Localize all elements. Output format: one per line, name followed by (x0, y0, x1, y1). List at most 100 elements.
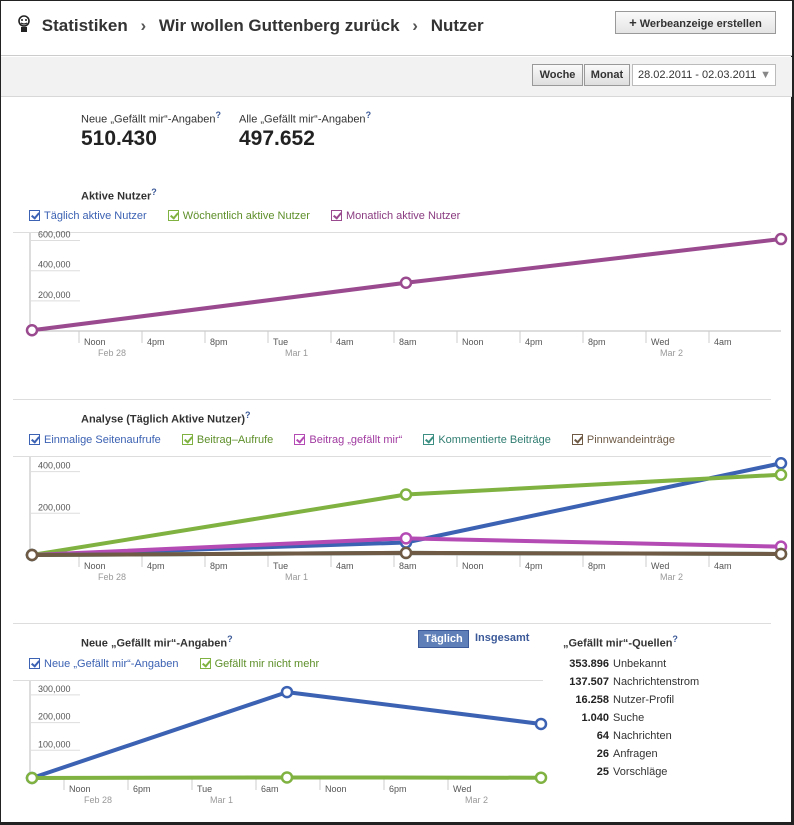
x-date-label: Feb 28 (84, 795, 112, 805)
divider (13, 232, 771, 233)
help-icon[interactable]: ? (245, 410, 251, 420)
x-tick-label: 8pm (210, 561, 228, 571)
x-tick-label: Wed (651, 337, 669, 347)
week-button[interactable]: Woche (532, 64, 583, 86)
breadcrumb-page[interactable]: Wir wollen Guttenberg zurück (158, 16, 400, 35)
header: Statistiken › Wir wollen Guttenberg zurü… (1, 1, 792, 56)
checkbox-checked-icon[interactable] (571, 434, 583, 445)
x-tick-label: 8pm (588, 337, 606, 347)
x-tick-label: Noon (84, 561, 106, 571)
list-item: 16.258 Nutzer-Profil (575, 694, 675, 706)
y-tick-label: 200,000 (38, 502, 71, 512)
checkbox-checked-icon[interactable] (423, 434, 435, 445)
metric-all-likes-label: Alle „Gefällt mir“-Angaben? (239, 110, 372, 126)
breadcrumb-current: Nutzer (430, 16, 484, 35)
data-point (774, 232, 788, 246)
checkbox-checked-icon[interactable] (294, 434, 306, 445)
checkbox-checked-icon[interactable] (29, 658, 40, 669)
legend-unique-views[interactable]: Einmalige Seitenaufrufe (29, 434, 161, 446)
data-point (25, 771, 39, 785)
x-tick-label: 4pm (525, 561, 543, 571)
data-point (399, 488, 413, 501)
legend-monthly-active[interactable]: Monatlich aktive Nutzer (331, 210, 460, 222)
like-sources-list: 353.896 Unbekannt 137.507 Nachrichtenstrom… (561, 658, 781, 784)
x-date-label: Feb 28 (98, 348, 126, 358)
plus-icon: + (629, 15, 637, 30)
help-icon[interactable]: ? (672, 634, 678, 644)
y-tick-label: 200,000 (38, 290, 71, 300)
new-likes-title: Neue „Gefällt mir“-Angaben? (81, 634, 233, 650)
x-tick-label: 8am (399, 337, 417, 347)
metric-new-likes-value: 510.430 (81, 127, 157, 150)
breadcrumb-statistics[interactable]: Statistiken (41, 16, 128, 35)
breadcrumb-separator-icon: › (140, 16, 147, 35)
date-toolbar: Woche Monat 28.02.2011 - 02.03.2011 ▼ (1, 57, 792, 97)
x-tick-label: 4pm (147, 561, 165, 571)
x-tick-label: Noon (462, 337, 484, 347)
legend-post-likes[interactable]: Beitrag „gefällt mir“ (294, 434, 402, 446)
legend-wall-posts[interactable]: Pinnwandeinträge (571, 434, 675, 446)
help-icon[interactable]: ? (227, 634, 233, 644)
data-point (774, 457, 788, 470)
y-tick-label: 100,000 (38, 739, 71, 749)
x-date-label: Mar 1 (210, 795, 233, 805)
help-icon[interactable]: ? (365, 110, 372, 120)
checkbox-checked-icon[interactable] (167, 210, 179, 221)
list-item: 64 Nachrichten (596, 730, 672, 742)
data-point (534, 771, 548, 784)
legend-post-views[interactable]: Beitrag–Aufrufe (181, 434, 273, 446)
tab-total[interactable]: Insgesamt (475, 632, 530, 644)
breadcrumb: Statistiken › Wir wollen Guttenberg zurü… (17, 13, 484, 36)
create-ad-button[interactable]: + Werbeanzeige erstellen (615, 11, 776, 34)
dropdown-arrow-icon: ▼ (758, 65, 771, 85)
list-item: 137.507 Nachrichtenstrom (569, 676, 700, 688)
x-date-label: Feb 28 (98, 572, 126, 582)
checkbox-checked-icon[interactable] (29, 210, 40, 221)
y-tick-label: 600,000 (38, 230, 71, 240)
breadcrumb-separator-icon: › (412, 16, 418, 35)
legend-unlikes[interactable]: Gefällt mir nicht mehr (199, 658, 319, 670)
x-tick-label: 6pm (133, 784, 151, 794)
x-date-label: Mar 1 (285, 572, 308, 582)
help-icon[interactable]: ? (215, 110, 222, 120)
legend-new-likes[interactable]: Neue „Gefällt mir“-Angaben (29, 658, 179, 670)
date-range-select[interactable]: 28.02.2011 - 02.03.2011 ▼ (632, 64, 776, 86)
y-tick-label: 400,000 (38, 461, 71, 471)
tab-daily[interactable]: Täglich (418, 630, 469, 648)
x-tick-label: Noon (84, 337, 106, 347)
active-users-title: Aktive Nutzer? (81, 187, 157, 203)
checkbox-checked-icon[interactable] (199, 658, 211, 669)
data-point (399, 276, 413, 290)
checkbox-checked-icon[interactable] (181, 434, 193, 445)
active-users-legend: Täglich aktive Nutzer Wöchentlich aktive… (29, 210, 478, 222)
data-point (774, 547, 788, 561)
x-date-label: Mar 2 (660, 348, 683, 358)
y-tick-label: 300,000 (38, 684, 71, 694)
like-sources-title: „Gefällt mir“-Quellen? (563, 634, 678, 650)
x-tick-label: 8pm (588, 561, 606, 571)
x-tick-label: 4am (714, 561, 732, 571)
list-item: 353.896 Unbekannt (569, 658, 667, 670)
x-tick-label: 8am (399, 561, 417, 571)
create-ad-label: Werbeanzeige erstellen (639, 18, 762, 30)
x-tick-label: 4pm (147, 337, 165, 347)
y-tick-label: 200,000 (38, 712, 71, 722)
analysis-legend: Einmalige Seitenaufrufe Beitrag–Aufrufe … (29, 434, 693, 446)
legend-daily-active[interactable]: Täglich aktive Nutzer (29, 210, 147, 222)
divider (13, 456, 771, 457)
month-button[interactable]: Monat (584, 64, 630, 86)
legend-weekly-active[interactable]: Wöchentlich aktive Nutzer (167, 210, 310, 222)
x-tick-label: 4am (714, 337, 732, 347)
divider (13, 680, 543, 681)
list-item: 1.040 Suche (581, 712, 645, 724)
checkbox-checked-icon[interactable] (29, 434, 40, 445)
data-point (399, 532, 413, 545)
x-tick-label: Tue (197, 784, 212, 794)
x-tick-label: Tue (273, 561, 288, 571)
legend-commented-posts[interactable]: Kommentierte Beiträge (423, 434, 551, 446)
metric-new-likes-label: Neue „Gefällt mir“-Angaben? (81, 110, 222, 126)
help-icon[interactable]: ? (151, 187, 157, 197)
data-point (25, 548, 39, 562)
checkbox-checked-icon[interactable] (331, 210, 343, 221)
